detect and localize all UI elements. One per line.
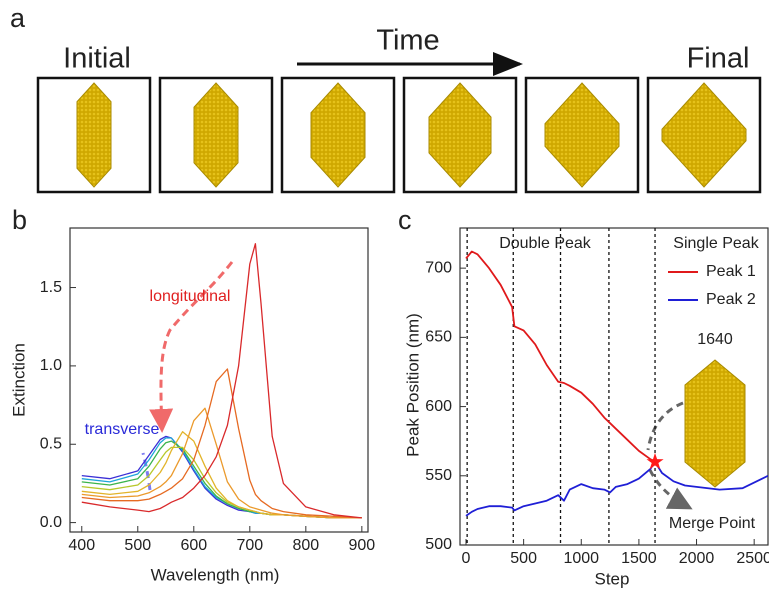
y-tick-label: 550 (425, 467, 452, 484)
particle (76, 82, 112, 188)
series-line (465, 250, 656, 463)
legend-label: Peak 2 (706, 291, 756, 308)
particle (428, 82, 492, 188)
time-label: Time (376, 25, 439, 57)
x-tick-label: 700 (236, 537, 263, 554)
x-tick-label: 400 (68, 537, 95, 554)
frame (524, 76, 640, 194)
particle (310, 82, 366, 188)
series-line (81, 440, 362, 519)
series-line (81, 435, 362, 519)
x-tick-label: 1000 (563, 550, 599, 567)
annotation: Single Peak (673, 235, 759, 252)
panel-label: b (12, 205, 27, 235)
series-line (81, 407, 362, 519)
panel-label: c (398, 205, 412, 235)
y-tick-label: 650 (425, 329, 452, 346)
merge-arrow (648, 469, 693, 510)
series-line (465, 461, 768, 517)
x-tick-label: 800 (292, 537, 319, 554)
y-tick-label: 0.0 (40, 514, 62, 531)
frame (646, 76, 762, 194)
x-tick-label: 1500 (621, 550, 657, 567)
final-label: Final (687, 43, 750, 75)
x-tick-label: 2500 (736, 550, 769, 567)
x-tick-label: 500 (124, 537, 151, 554)
particle (544, 82, 620, 188)
y-tick-label: 600 (425, 398, 452, 415)
x-tick-label: 2000 (679, 550, 715, 567)
legend-label: Peak 1 (706, 263, 756, 280)
plot-frame (69, 227, 369, 533)
annotation: Double Peak (499, 235, 592, 252)
frame (402, 76, 518, 194)
merge-arrow (646, 401, 684, 451)
y-tick-label: 0.5 (40, 435, 62, 452)
y-axis-label: Peak Position (nm) (403, 313, 422, 457)
annotation-arrows (141, 261, 234, 491)
inset-step-label: 1640 (697, 331, 733, 348)
x-tick-label: 500 (510, 550, 537, 567)
series-line (81, 437, 362, 519)
merge-point (646, 452, 664, 470)
series-line (81, 446, 362, 519)
panel-label: a (10, 3, 26, 33)
y-tick-label: 1.5 (40, 279, 62, 296)
frame (158, 76, 274, 194)
y-tick-label: 1.0 (40, 357, 62, 374)
frame (36, 76, 152, 194)
y-axis-label: Extinction (9, 343, 28, 417)
series-line (81, 243, 362, 519)
annotation: longitudinal (150, 288, 231, 305)
annotation: Merge Point (669, 515, 756, 532)
x-tick-label: 900 (348, 537, 375, 554)
plot-frame (459, 227, 769, 546)
x-tick-label: 0 (462, 550, 471, 567)
annotation: transverse (85, 421, 160, 438)
series-line (81, 368, 362, 519)
inset-particle (684, 359, 746, 488)
initial-label: Initial (63, 43, 131, 75)
y-tick-label: 500 (425, 536, 452, 553)
y-tick-label: 700 (425, 259, 452, 276)
x-axis-label: Wavelength (nm) (151, 565, 280, 584)
x-tick-label: 600 (180, 537, 207, 554)
particle (661, 82, 747, 188)
x-axis-label: Step (595, 569, 630, 588)
particle-frames (36, 76, 762, 194)
frame (280, 76, 396, 194)
particle (193, 82, 239, 188)
